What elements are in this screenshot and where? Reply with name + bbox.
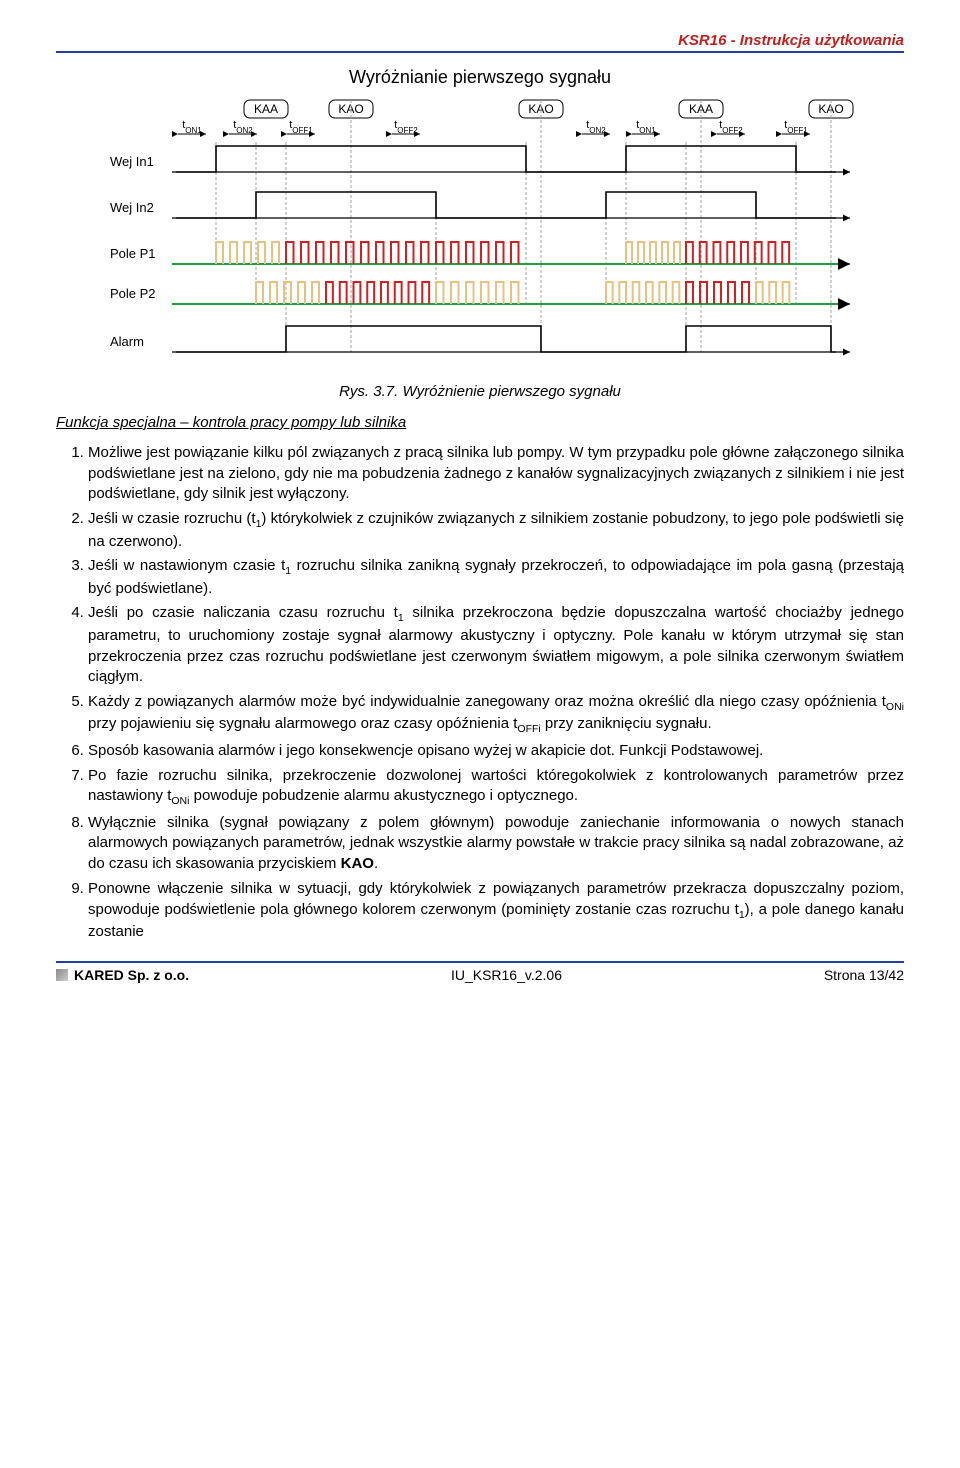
- svg-text:tON2: tON2: [233, 119, 253, 135]
- svg-text:tON2: tON2: [586, 119, 606, 135]
- svg-text:KAO: KAO: [818, 102, 843, 116]
- footer-rule: [56, 961, 904, 963]
- svg-text:KAO: KAO: [338, 102, 363, 116]
- svg-text:Wej In1: Wej In1: [110, 154, 154, 169]
- footer-logo-icon: [56, 969, 68, 981]
- list-item: Po fazie rozruchu silnika, przekroczenie…: [88, 766, 904, 809]
- svg-text:Pole P2: Pole P2: [110, 286, 156, 301]
- footer-right: Strona 13/42: [824, 967, 904, 983]
- timing-diagram: KAA KAO KAO KAA KAO tON1 tON2 tOFF1 tOFF2 tON2 tON…: [96, 94, 894, 377]
- svg-text:tOFF2: tOFF2: [719, 119, 743, 135]
- svg-text:tOFF2: tOFF2: [394, 119, 418, 135]
- svg-text:KAA: KAA: [689, 102, 713, 116]
- svg-text:tON1: tON1: [182, 119, 202, 135]
- list-item: Wyłącznie silnika (sygnał powiązany z po…: [88, 813, 904, 875]
- list-item: Jeśli w czasie rozruchu (t1) którykolwie…: [88, 509, 904, 552]
- list-item: Jeśli po czasie naliczania czasu rozruch…: [88, 603, 904, 688]
- svg-text:tON1: tON1: [636, 119, 656, 135]
- footer-left: KARED Sp. z o.o.: [74, 967, 189, 983]
- header-title: KSR16 - Instrukcja użytkowania: [56, 32, 904, 49]
- list-item: Jeśli w nastawionym czasie t1 rozruchu s…: [88, 556, 904, 599]
- list-item: Sposób kasowania alarmów i jego konsekwe…: [88, 741, 904, 762]
- figure-caption: Rys. 3.7. Wyróżnienie pierwszego sygnału: [56, 383, 904, 400]
- svg-text:KAO: KAO: [528, 102, 553, 116]
- footer-center: IU_KSR16_v.2.06: [451, 967, 562, 983]
- svg-text:tOFF1: tOFF1: [289, 119, 313, 135]
- svg-text:KAA: KAA: [254, 102, 278, 116]
- svg-text:Alarm: Alarm: [110, 334, 144, 349]
- list-item: Możliwe jest powiązanie kilku pól związa…: [88, 443, 904, 505]
- svg-text:tOFF1: tOFF1: [784, 119, 808, 135]
- list-item: Każdy z powiązanych alarmów może być ind…: [88, 692, 904, 737]
- svg-text:Pole P1: Pole P1: [110, 246, 156, 261]
- diagram-title: Wyróżnianie pierwszego sygnału: [56, 67, 904, 88]
- numbered-list: Możliwe jest powiązanie kilku pól związa…: [56, 443, 904, 943]
- svg-text:Wej In2: Wej In2: [110, 200, 154, 215]
- header-rule: [56, 51, 904, 53]
- section-subheading: Funkcja specjalna – kontrola pracy pompy…: [56, 414, 904, 431]
- page-footer: KARED Sp. z o.o. IU_KSR16_v.2.06 Strona …: [56, 967, 904, 983]
- list-item: Ponowne włączenie silnika w sytuacji, gd…: [88, 879, 904, 943]
